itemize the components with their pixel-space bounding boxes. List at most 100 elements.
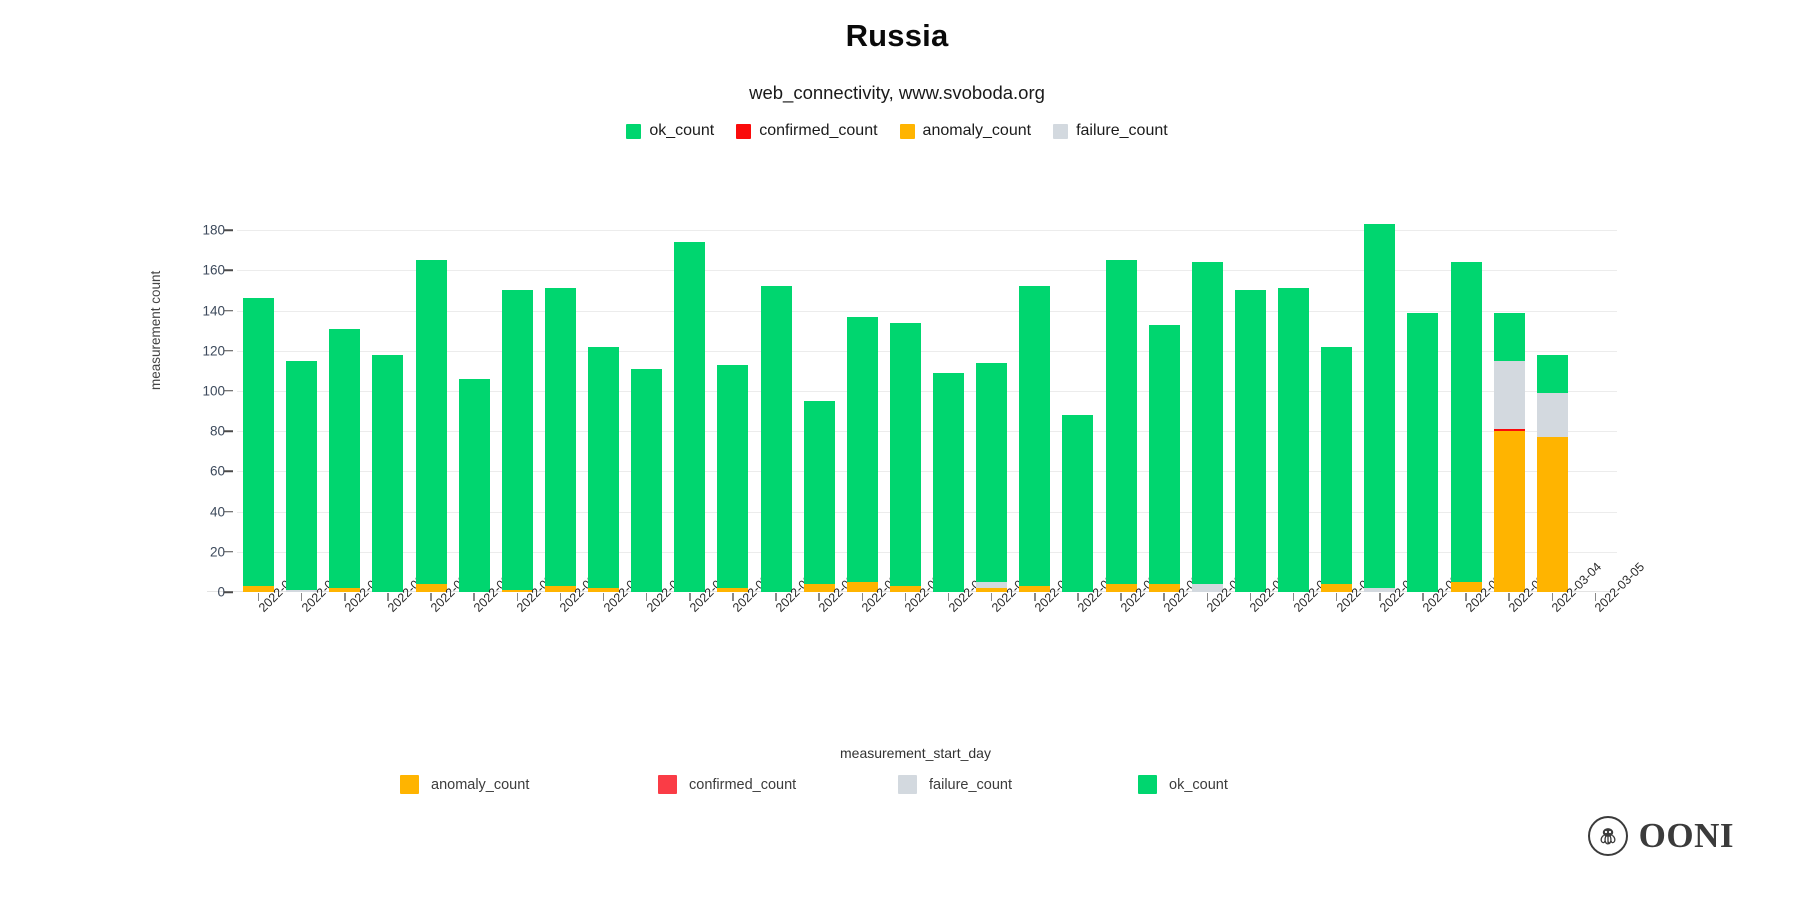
- bar-group[interactable]: [1364, 224, 1396, 592]
- bar-segment-anomaly_count[interactable]: [889, 585, 921, 592]
- bar-group[interactable]: [1278, 288, 1310, 592]
- bar-group[interactable]: [976, 362, 1008, 592]
- bar-group[interactable]: [243, 298, 275, 592]
- bar-group[interactable]: [1105, 260, 1137, 592]
- bar-segment-failure_count[interactable]: [976, 581, 1008, 588]
- x-tick-mark: [732, 593, 734, 601]
- bar-segment-ok_count[interactable]: [717, 364, 749, 588]
- bar-group[interactable]: [1062, 415, 1094, 592]
- bar-segment-confirmed_count[interactable]: [1493, 429, 1525, 432]
- bar-group[interactable]: [1191, 262, 1223, 592]
- bar-segment-ok_count[interactable]: [1364, 224, 1396, 588]
- bar-segment-anomaly_count[interactable]: [243, 585, 275, 592]
- bar-segment-ok_count[interactable]: [286, 360, 318, 590]
- legend-bottom-item-confirmed_count[interactable]: confirmed_count: [658, 775, 898, 794]
- bar-group[interactable]: [329, 328, 361, 592]
- bar-segment-anomaly_count[interactable]: [1450, 581, 1482, 592]
- legend-top-item-confirmed_count[interactable]: confirmed_count: [736, 122, 878, 140]
- bar-segment-ok_count[interactable]: [760, 286, 792, 592]
- bar-segment-ok_count[interactable]: [501, 290, 533, 590]
- bar-segment-ok_count[interactable]: [1493, 312, 1525, 361]
- bar-segment-anomaly_count[interactable]: [976, 587, 1008, 592]
- bar-segment-ok_count[interactable]: [1062, 415, 1094, 592]
- bar-segment-anomaly_count[interactable]: [1019, 585, 1051, 592]
- bar-group[interactable]: [588, 346, 620, 592]
- bar-segment-anomaly_count[interactable]: [501, 590, 533, 592]
- bar-segment-failure_count[interactable]: [1536, 392, 1568, 438]
- bar-segment-ok_count[interactable]: [889, 322, 921, 586]
- legend-bottom-item-anomaly_count[interactable]: anomaly_count: [400, 775, 658, 794]
- bar-segment-anomaly_count[interactable]: [329, 587, 361, 592]
- bar-segment-ok_count[interactable]: [1191, 262, 1223, 584]
- bar-segment-ok_count[interactable]: [329, 328, 361, 588]
- bar-segment-anomaly_count[interactable]: [1536, 437, 1568, 592]
- bar-segment-ok_count[interactable]: [933, 372, 965, 592]
- bar-group[interactable]: [760, 286, 792, 592]
- legend-top-item-anomaly_count[interactable]: anomaly_count: [899, 122, 1031, 140]
- bar-group[interactable]: [631, 368, 663, 592]
- bar-segment-failure_count[interactable]: [1493, 360, 1525, 430]
- bar-segment-ok_count[interactable]: [372, 354, 404, 592]
- bar-segment-ok_count[interactable]: [1321, 346, 1353, 584]
- bar-group[interactable]: [286, 360, 318, 592]
- bar-segment-anomaly_count[interactable]: [588, 587, 620, 592]
- bar-segment-ok_count[interactable]: [1148, 324, 1180, 584]
- bar-group[interactable]: [803, 401, 835, 592]
- bar-segment-ok_count[interactable]: [1278, 288, 1310, 592]
- bar-segment-ok_count[interactable]: [976, 362, 1008, 582]
- bar-segment-ok_count[interactable]: [588, 346, 620, 588]
- bar-segment-anomaly_count[interactable]: [846, 581, 878, 592]
- bar-group[interactable]: [544, 288, 576, 592]
- bar-segment-ok_count[interactable]: [1450, 262, 1482, 582]
- bar-group[interactable]: [933, 372, 965, 592]
- legend-top-item-ok_count[interactable]: ok_count: [626, 122, 714, 140]
- bar-group[interactable]: [1407, 312, 1439, 592]
- bar-group[interactable]: [1450, 262, 1482, 592]
- bar-segment-anomaly_count[interactable]: [1493, 431, 1525, 592]
- bar-segment-anomaly_count[interactable]: [544, 585, 576, 592]
- bar-segment-failure_count[interactable]: [286, 590, 318, 592]
- bar-group[interactable]: [1234, 290, 1266, 592]
- legend-bottom-item-failure_count[interactable]: failure_count: [898, 775, 1138, 794]
- bar-segment-ok_count[interactable]: [243, 298, 275, 586]
- bar-group[interactable]: [1148, 324, 1180, 592]
- y-tick-mark: [224, 349, 233, 352]
- bar-segment-anomaly_count[interactable]: [803, 583, 835, 592]
- x-tick-mark: [387, 593, 389, 601]
- bar-segment-anomaly_count[interactable]: [1321, 583, 1353, 592]
- bar-group[interactable]: [1019, 286, 1051, 592]
- bar-segment-ok_count[interactable]: [1407, 312, 1439, 592]
- bar-segment-ok_count[interactable]: [1105, 260, 1137, 584]
- bar-group[interactable]: [415, 260, 447, 592]
- bar-segment-failure_count[interactable]: [1191, 583, 1223, 592]
- bar-segment-ok_count[interactable]: [415, 260, 447, 584]
- bar-group[interactable]: [889, 322, 921, 592]
- bar-segment-anomaly_count[interactable]: [1105, 583, 1137, 592]
- bar-segment-ok_count[interactable]: [1234, 290, 1266, 592]
- bar-group[interactable]: [1536, 354, 1568, 592]
- bar-group[interactable]: [1321, 346, 1353, 592]
- bar-segment-ok_count[interactable]: [458, 378, 490, 592]
- bar-group[interactable]: [846, 316, 878, 592]
- bar-segment-ok_count[interactable]: [674, 242, 706, 592]
- legend-top-item-failure_count[interactable]: failure_count: [1053, 122, 1168, 140]
- bar-segment-ok_count[interactable]: [631, 368, 663, 592]
- bar-segment-ok_count[interactable]: [846, 316, 878, 582]
- bar-segment-anomaly_count[interactable]: [717, 587, 749, 592]
- legend-label: confirmed_count: [759, 122, 878, 139]
- bar-group[interactable]: [372, 354, 404, 592]
- bar-group[interactable]: [501, 290, 533, 592]
- octopus-icon: [1587, 816, 1628, 856]
- bar-segment-ok_count[interactable]: [803, 401, 835, 584]
- legend-bottom-item-ok_count[interactable]: ok_count: [1138, 775, 1228, 794]
- bar-segment-anomaly_count[interactable]: [1148, 583, 1180, 592]
- bar-segment-ok_count[interactable]: [544, 288, 576, 586]
- bar-group[interactable]: [1493, 312, 1525, 592]
- bar-segment-ok_count[interactable]: [1536, 354, 1568, 393]
- bar-group[interactable]: [674, 242, 706, 592]
- bar-group[interactable]: [458, 378, 490, 592]
- bar-segment-failure_count[interactable]: [1364, 587, 1396, 592]
- bar-group[interactable]: [717, 364, 749, 592]
- bar-segment-anomaly_count[interactable]: [415, 583, 447, 592]
- bar-segment-ok_count[interactable]: [1019, 286, 1051, 586]
